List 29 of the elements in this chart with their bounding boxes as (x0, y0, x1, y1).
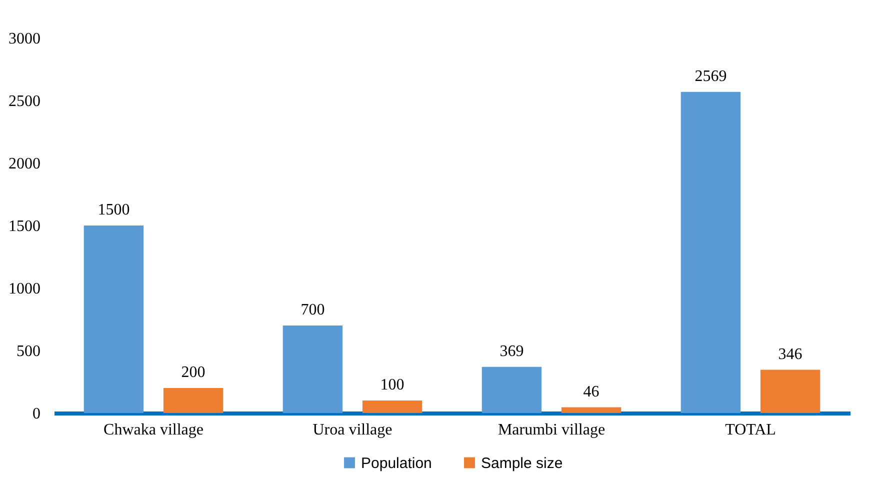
data-label: 46 (583, 383, 600, 400)
bar (680, 92, 741, 413)
x-tick-label: Chwaka village (104, 422, 204, 438)
data-label: 1500 (98, 202, 130, 218)
data-label: 200 (181, 364, 206, 381)
legend-label: Population (361, 454, 432, 472)
bar (482, 366, 542, 413)
y-tick-label: 1000 (8, 280, 40, 298)
data-label: 100 (380, 376, 404, 394)
y-tick-label: 500 (16, 343, 40, 360)
bar (760, 370, 820, 413)
x-tick-label: TOTAL (725, 422, 776, 438)
bar (84, 226, 144, 413)
bar (163, 388, 224, 413)
legend-label: Sample size (481, 454, 563, 472)
y-tick-label: 1500 (8, 218, 40, 235)
data-label: 369 (500, 342, 524, 360)
data-label: 2569 (694, 68, 727, 85)
bar (282, 326, 343, 413)
data-label: 700 (300, 302, 325, 318)
y-tick-label: 0 (32, 406, 40, 422)
bar (362, 400, 422, 413)
y-tick-label: 2500 (8, 93, 40, 110)
y-tick-label: 3000 (8, 30, 40, 48)
data-label: 346 (778, 346, 802, 363)
y-tick-label: 2000 (8, 156, 40, 172)
x-tick-label: Uroa village (312, 422, 392, 438)
bar (561, 407, 622, 413)
x-tick-label: Marumbi village (498, 422, 606, 438)
